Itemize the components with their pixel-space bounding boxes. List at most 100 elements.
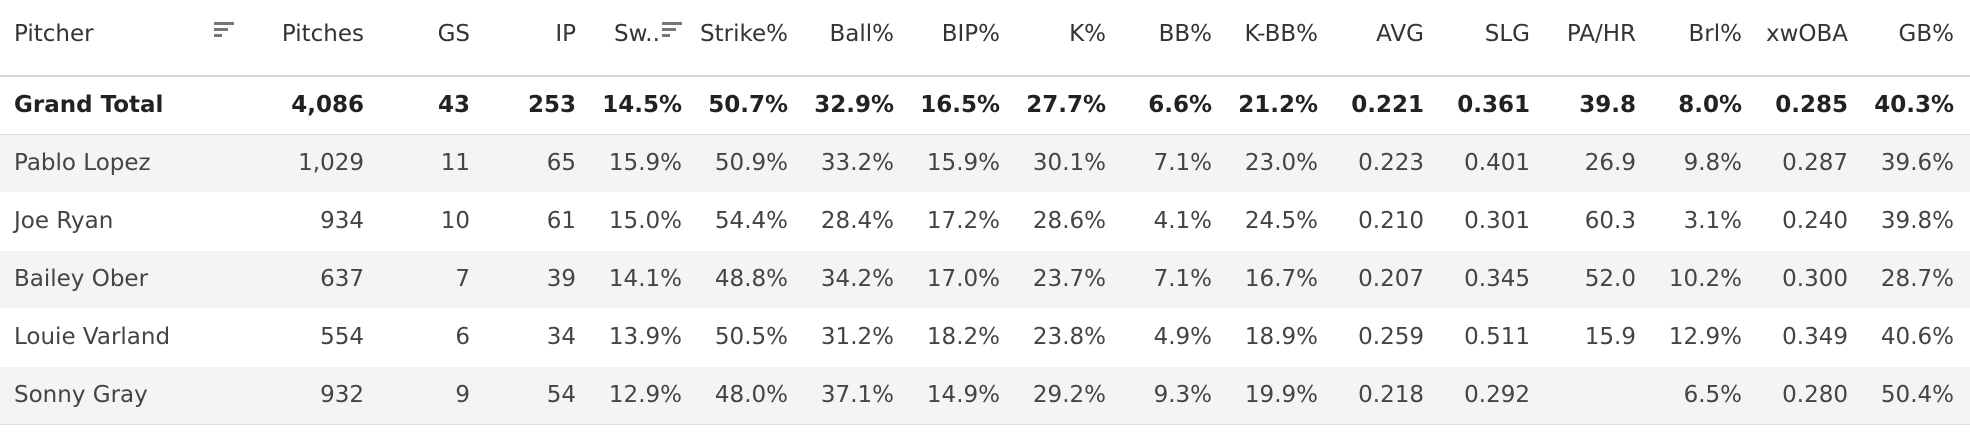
cell-bb: 9.3% — [1153, 382, 1212, 408]
cell-strike: 48.0% — [714, 382, 788, 408]
cell-kbb: 16.7% — [1244, 266, 1318, 292]
column-header-pitcher[interactable]: Pitcher — [14, 21, 94, 47]
total-cell-pitcher: Grand Total — [14, 92, 164, 118]
cell-avg: 0.207 — [1358, 266, 1424, 292]
table-row[interactable]: Sonny Gray 932 9 54 12.9% 48.0% 37.1% 14.9% 29.2… — [0, 367, 1970, 424]
cell-bip: 17.0% — [926, 266, 1000, 292]
total-cell-sw: 14.5% — [602, 92, 682, 118]
table-row[interactable]: Pablo Lopez 1,029 11 65 15.9% 50.9% 33.2% 15.9%… — [0, 135, 1970, 192]
cell-sw: 13.9% — [608, 324, 682, 350]
column-header-ball[interactable]: Ball% — [829, 21, 894, 47]
column-header-pahr[interactable]: PA/HR — [1566, 21, 1636, 47]
column-header-brl[interactable]: Brl% — [1688, 21, 1742, 47]
total-cell-xwoba: 0.285 — [1775, 92, 1848, 118]
total-cell-avg: 0.221 — [1351, 92, 1424, 118]
cell-sw: 14.1% — [608, 266, 682, 292]
cell-slg: 0.301 — [1464, 208, 1530, 234]
cell-pitcher: Bailey Ober — [14, 266, 149, 292]
cell-ip: 65 — [546, 150, 576, 176]
cell-ip: 39 — [546, 266, 576, 292]
cell-sw: 15.0% — [608, 208, 682, 234]
header-row: Pitcher Pitches GS IP Sw.. Strike% Ball% BIP% K%… — [0, 0, 1970, 68]
total-cell-gs: 43 — [437, 92, 470, 118]
sort-icon[interactable] — [662, 22, 682, 44]
header-divider — [0, 75, 1970, 77]
column-header-sw[interactable]: Sw.. — [614, 21, 660, 47]
column-header-gb[interactable]: GB% — [1898, 21, 1954, 47]
cell-gs: 6 — [455, 324, 470, 350]
table-row[interactable]: Joe Ryan 934 10 61 15.0% 54.4% 28.4% 17.2% 28.6%… — [0, 193, 1970, 250]
cell-xwoba: 0.349 — [1782, 324, 1848, 350]
cell-kbb: 18.9% — [1244, 324, 1318, 350]
cell-sw: 15.9% — [608, 150, 682, 176]
table-bottom-border — [0, 424, 1970, 425]
table-row[interactable]: Bailey Ober 637 7 39 14.1% 48.8% 34.2% 17.0% 23.… — [0, 251, 1970, 308]
cell-bb: 7.1% — [1153, 150, 1212, 176]
cell-pitcher: Sonny Gray — [14, 382, 148, 408]
cell-bip: 17.2% — [926, 208, 1000, 234]
column-header-ip[interactable]: IP — [555, 21, 576, 47]
cell-slg: 0.345 — [1464, 266, 1530, 292]
cell-ball: 33.2% — [820, 150, 894, 176]
cell-pitches: 554 — [320, 324, 364, 350]
cell-k: 29.2% — [1032, 382, 1106, 408]
column-header-strike[interactable]: Strike% — [700, 21, 788, 47]
cell-gs: 11 — [440, 150, 470, 176]
total-cell-pitches: 4,086 — [291, 92, 364, 118]
column-header-bb[interactable]: BB% — [1158, 21, 1212, 47]
cell-pitcher: Pablo Lopez — [14, 150, 151, 176]
cell-brl: 12.9% — [1668, 324, 1742, 350]
column-header-pitches[interactable]: Pitches — [281, 21, 364, 47]
cell-kbb: 19.9% — [1244, 382, 1318, 408]
cell-kbb: 23.0% — [1244, 150, 1318, 176]
total-cell-bip: 16.5% — [920, 92, 1000, 118]
total-divider — [0, 134, 1970, 135]
cell-strike: 54.4% — [714, 208, 788, 234]
column-header-xwoba[interactable]: xwOBA — [1765, 21, 1848, 47]
cell-strike: 50.9% — [714, 150, 788, 176]
column-header-bip[interactable]: BIP% — [941, 21, 1000, 47]
column-header-slg[interactable]: SLG — [1484, 21, 1530, 47]
grand-total-row: Grand Total 4,086 43 253 14.5% 50.7% 32.9% 16.5… — [0, 77, 1970, 134]
total-cell-brl: 8.0% — [1678, 92, 1742, 118]
cell-k: 23.7% — [1032, 266, 1106, 292]
cell-xwoba: 0.280 — [1782, 382, 1848, 408]
cell-brl: 6.5% — [1683, 382, 1742, 408]
column-header-kbb[interactable]: K-BB% — [1244, 21, 1318, 47]
cell-bb: 7.1% — [1153, 266, 1212, 292]
column-header-k[interactable]: K% — [1069, 21, 1106, 47]
cell-sw: 12.9% — [608, 382, 682, 408]
cell-k: 28.6% — [1032, 208, 1106, 234]
cell-bb: 4.1% — [1153, 208, 1212, 234]
cell-brl: 10.2% — [1668, 266, 1742, 292]
cell-bip: 18.2% — [926, 324, 1000, 350]
cell-ip: 54 — [546, 382, 576, 408]
cell-pitches: 932 — [320, 382, 364, 408]
column-header-gs[interactable]: GS — [437, 21, 470, 47]
cell-ball: 31.2% — [820, 324, 894, 350]
column-header-avg[interactable]: AVG — [1376, 21, 1424, 47]
cell-gb: 28.7% — [1880, 266, 1954, 292]
cell-gs: 7 — [455, 266, 470, 292]
cell-xwoba: 0.287 — [1782, 150, 1848, 176]
cell-gs: 9 — [455, 382, 470, 408]
sort-icon[interactable] — [214, 22, 234, 44]
cell-gb: 39.6% — [1880, 150, 1954, 176]
cell-xwoba: 0.300 — [1782, 266, 1848, 292]
cell-pitches: 1,029 — [298, 150, 364, 176]
total-cell-pahr: 39.8 — [1579, 92, 1636, 118]
cell-pitcher: Joe Ryan — [14, 208, 114, 234]
cell-avg: 0.223 — [1358, 150, 1424, 176]
cell-avg: 0.210 — [1358, 208, 1424, 234]
table-row[interactable]: Louie Varland 554 6 34 13.9% 50.5% 31.2% 18.2% 2… — [0, 309, 1970, 366]
cell-brl: 9.8% — [1683, 150, 1742, 176]
cell-ball: 28.4% — [820, 208, 894, 234]
cell-strike: 50.5% — [714, 324, 788, 350]
cell-bip: 14.9% — [926, 382, 1000, 408]
cell-pahr: 52.0 — [1584, 266, 1636, 292]
cell-k: 30.1% — [1032, 150, 1106, 176]
cell-gb: 50.4% — [1880, 382, 1954, 408]
cell-ip: 34 — [546, 324, 576, 350]
total-cell-gb: 40.3% — [1874, 92, 1954, 118]
cell-avg: 0.218 — [1358, 382, 1424, 408]
